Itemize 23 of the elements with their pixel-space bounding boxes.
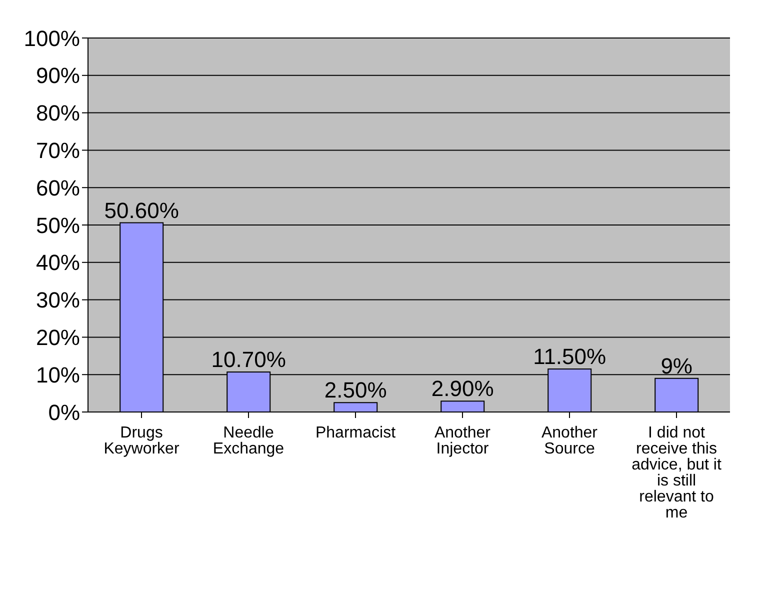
y-tick-label: 20% xyxy=(36,325,80,350)
data-label: 11.50% xyxy=(533,344,606,369)
y-tick-label: 0% xyxy=(48,400,80,425)
y-tick-label: 90% xyxy=(36,63,80,88)
y-tick-label: 30% xyxy=(36,288,80,313)
y-tick-label: 10% xyxy=(36,362,80,388)
x-tick-label: Pharmacist xyxy=(315,424,396,442)
x-tick-label: Another Injector xyxy=(434,424,492,458)
data-label: 2.50% xyxy=(324,378,387,403)
x-tick-label: I did not receive this advice, but it is still relevant to me xyxy=(632,424,722,522)
x-tick-label: Needle Exchange xyxy=(212,424,284,458)
data-label: 9% xyxy=(660,353,692,378)
x-tick-label: Drugs Keyworker xyxy=(104,424,180,458)
x-tick-label: Another Source xyxy=(541,424,598,458)
y-tick-label: 80% xyxy=(36,100,80,126)
y-tick-label: 40% xyxy=(36,250,80,276)
data-label: 10.70% xyxy=(211,346,286,372)
y-tick-label: 100% xyxy=(24,26,80,51)
y-tick-label: 60% xyxy=(36,175,80,200)
data-label: 50.60% xyxy=(104,198,179,223)
y-tick-label: 70% xyxy=(36,138,80,164)
y-tick-label: 50% xyxy=(36,212,80,238)
data-label: 2.90% xyxy=(431,376,494,402)
